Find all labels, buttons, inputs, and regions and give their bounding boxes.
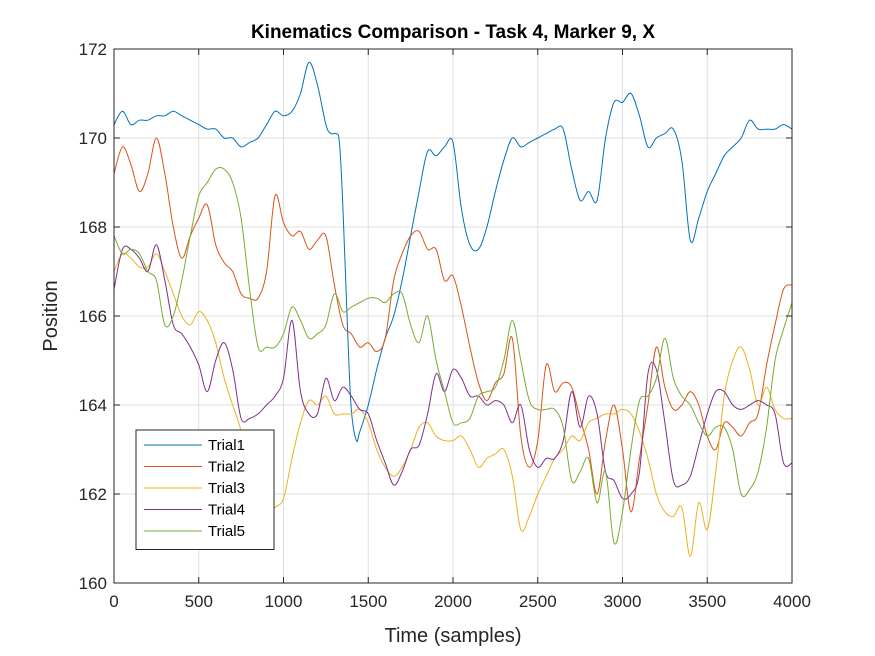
legend-label-trial5: Trial5 bbox=[208, 523, 245, 540]
y-tick-label: 172 bbox=[79, 40, 107, 59]
series-line-trial5 bbox=[113, 166, 793, 545]
y-tick-label: 162 bbox=[79, 485, 107, 504]
x-tick-label: 500 bbox=[185, 592, 213, 611]
x-tick-label: 1500 bbox=[349, 592, 387, 611]
series-line-trial1 bbox=[113, 61, 793, 443]
series-lines bbox=[113, 61, 793, 557]
y-tick-label: 170 bbox=[79, 129, 107, 148]
legend-label-trial3: Trial3 bbox=[208, 480, 245, 497]
y-tick-label: 164 bbox=[79, 396, 107, 415]
chart-title: Kinematics Comparison - Task 4, Marker 9… bbox=[251, 22, 655, 43]
x-tick-label: 2500 bbox=[519, 592, 557, 611]
y-axis-label: Position bbox=[40, 280, 62, 351]
legend[interactable]: Trial1 Trial2 Trial3 Trial4 Trial5 bbox=[135, 429, 275, 550]
legend-label-trial4: Trial4 bbox=[208, 502, 245, 519]
legend-label-trial2: Trial2 bbox=[208, 459, 245, 476]
legend-box bbox=[135, 429, 275, 550]
x-tick-label: 2000 bbox=[434, 592, 472, 611]
x-tick-label: 4000 bbox=[773, 592, 811, 611]
x-axis-label: Time (samples) bbox=[384, 625, 521, 647]
y-tick-label: 160 bbox=[79, 574, 107, 593]
x-tick-label: 1000 bbox=[265, 592, 303, 611]
ticks: 0 500 1000 1500 2000 2500 3000 3500 4000 160 162 16… bbox=[79, 40, 811, 611]
x-tick-label: 3500 bbox=[688, 592, 726, 611]
x-tick-label: 0 bbox=[109, 592, 118, 611]
series-line-trial3 bbox=[113, 252, 793, 557]
x-tick-label: 3000 bbox=[604, 592, 642, 611]
y-tick-label: 166 bbox=[79, 307, 107, 326]
series-line-trial2 bbox=[113, 137, 793, 513]
legend-label-trial1: Trial1 bbox=[208, 437, 245, 454]
series-line-trial4 bbox=[113, 244, 793, 500]
y-tick-label: 168 bbox=[79, 218, 107, 237]
